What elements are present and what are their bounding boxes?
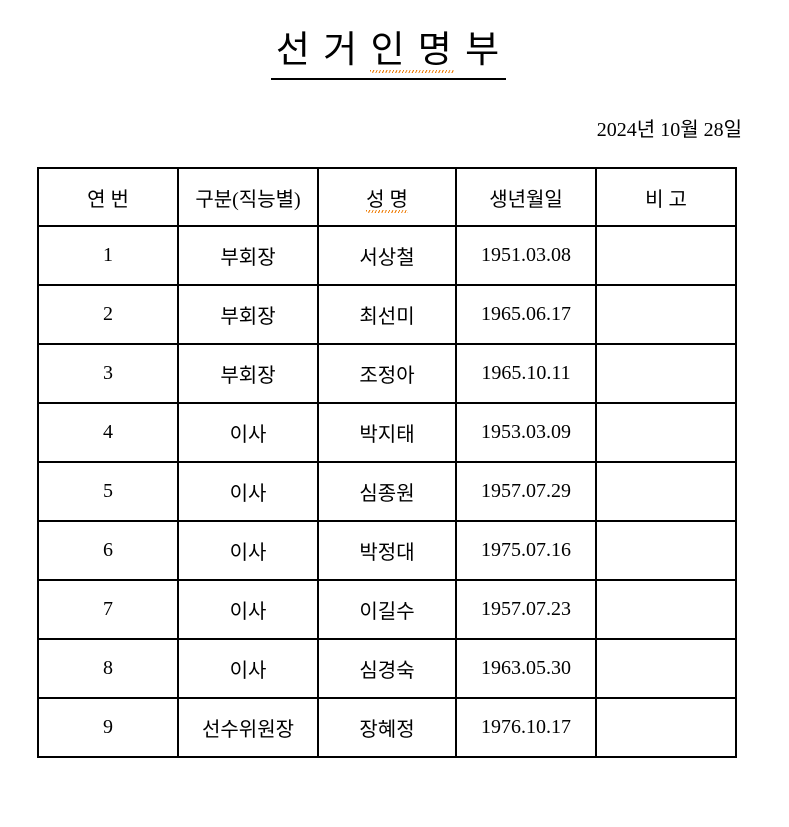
cell-category: 이사 [177,402,319,463]
document-date: 2024년 10월 28일 [596,119,742,141]
cell-remarks [595,225,737,286]
cell-serial: 2 [37,284,179,345]
table-row: 5 이사 심종원 1957.07.29 [37,461,737,522]
col-header-birthdate-label: 생년월일 [489,188,563,211]
cell-name: 박정대 [317,520,457,581]
cell-remarks [595,461,737,522]
table-row: 6 이사 박정대 1975.07.16 [37,520,737,581]
cell-remarks [595,520,737,581]
document-title: 선 거 인 명 부 [0,28,789,81]
cell-birthdate: 1953.03.09 [455,402,597,463]
table-row: 1 부회장 서상철 1951.03.08 [37,225,737,286]
cell-name: 장혜정 [317,697,457,758]
col-header-serial-label: 연 번 [87,188,129,211]
col-header-serial: 연 번 [37,167,179,227]
cell-remarks [595,638,737,699]
title-underline-text: 선 거 인 명 부 [270,28,507,81]
cell-serial: 8 [37,638,179,699]
cell-birthdate: 1957.07.29 [455,461,597,522]
table-row: 4 이사 박지태 1953.03.09 [37,402,737,463]
cell-name: 조정아 [317,343,457,404]
cell-remarks [595,697,737,758]
cell-category: 이사 [177,461,319,522]
voter-list-table: 연 번 구분(직능별) 성 명 생년월일 비 고 1 부회장 서상철 1951.… [37,167,737,758]
cell-name: 심경숙 [317,638,457,699]
col-header-birthdate: 생년월일 [455,167,597,227]
cell-name: 서상철 [317,225,457,286]
cell-category: 부회장 [177,225,319,286]
cell-category: 부회장 [177,284,319,345]
col-header-category: 구분(직능별) [177,167,319,227]
cell-category: 선수위원장 [177,697,319,758]
cell-category: 이사 [177,520,319,581]
title-part-misspelled: 인 명 [370,30,454,73]
cell-birthdate: 1975.07.16 [455,520,597,581]
table-row: 2 부회장 최선미 1965.06.17 [37,284,737,345]
col-header-remarks-label: 비 고 [645,188,687,211]
cell-birthdate: 1963.05.30 [455,638,597,699]
table-row: 3 부회장 조정아 1965.10.11 [37,343,737,404]
cell-remarks [595,343,737,404]
table-header-row: 연 번 구분(직능별) 성 명 생년월일 비 고 [37,167,737,227]
cell-birthdate: 1965.06.17 [455,284,597,345]
title-part-prefix: 선 거 [275,30,371,71]
cell-category: 이사 [177,579,319,640]
cell-birthdate: 1957.07.23 [455,579,597,640]
cell-remarks [595,284,737,345]
cell-serial: 1 [37,225,179,286]
title-part-suffix: 부 [453,30,502,71]
cell-serial: 5 [37,461,179,522]
col-header-name-label: 성 명 [366,188,408,213]
cell-name: 최선미 [317,284,457,345]
cell-birthdate: 1965.10.11 [455,343,597,404]
cell-remarks [595,579,737,640]
cell-serial: 6 [37,520,179,581]
cell-serial: 4 [37,402,179,463]
cell-category: 부회장 [177,343,319,404]
cell-remarks [595,402,737,463]
cell-serial: 3 [37,343,179,404]
cell-category: 이사 [177,638,319,699]
cell-name: 심종원 [317,461,457,522]
cell-name: 이길수 [317,579,457,640]
cell-name: 박지태 [317,402,457,463]
table-row: 9 선수위원장 장혜정 1976.10.17 [37,697,737,758]
col-header-category-label: 구분(직능별) [195,188,301,211]
cell-serial: 7 [37,579,179,640]
table-row: 7 이사 이길수 1957.07.23 [37,579,737,640]
cell-birthdate: 1976.10.17 [455,697,597,758]
col-header-remarks: 비 고 [595,167,737,227]
cell-birthdate: 1951.03.08 [455,225,597,286]
table-row: 8 이사 심경숙 1963.05.30 [37,638,737,699]
cell-serial: 9 [37,697,179,758]
col-header-name: 성 명 [317,167,457,227]
